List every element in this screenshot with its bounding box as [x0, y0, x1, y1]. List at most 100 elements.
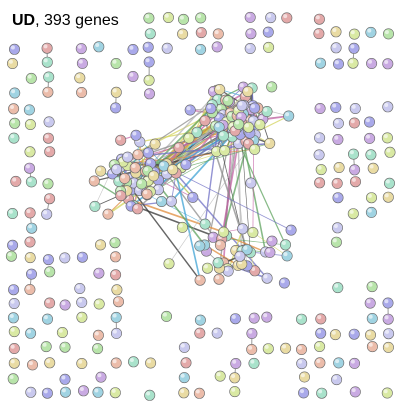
node-highlight: [61, 301, 66, 306]
node: [348, 42, 360, 54]
node-highlight: [78, 313, 83, 318]
node-highlight: [249, 228, 254, 233]
node: [195, 12, 207, 24]
node: [331, 177, 343, 189]
node-highlight: [368, 314, 373, 319]
node-highlight: [117, 136, 122, 141]
node-highlight: [214, 259, 219, 263]
node: [315, 313, 327, 325]
node: [187, 191, 199, 203]
node-highlight: [331, 330, 336, 335]
node: [136, 178, 148, 190]
node: [246, 343, 258, 355]
figure-title: UD, 393 genes: [12, 12, 119, 30]
node: [59, 252, 71, 264]
node: [316, 387, 328, 399]
node-highlight: [150, 172, 154, 177]
node-highlight: [349, 209, 354, 214]
node: [161, 42, 173, 54]
node: [173, 142, 185, 154]
node: [365, 206, 377, 218]
node: [314, 57, 326, 69]
node: [142, 41, 154, 53]
node-highlight: [28, 224, 33, 229]
node: [332, 117, 344, 129]
node-highlight: [282, 344, 286, 349]
node-highlight: [175, 143, 180, 148]
node: [111, 163, 123, 175]
node-highlight: [10, 105, 14, 109]
node-highlight: [26, 209, 31, 214]
node: [10, 175, 22, 187]
node: [110, 86, 122, 98]
node-highlight: [315, 151, 320, 156]
node-highlight: [250, 314, 255, 319]
node: [183, 132, 195, 144]
node-highlight: [46, 359, 51, 363]
node-highlight: [90, 177, 95, 182]
node-highlight: [251, 267, 256, 271]
node-highlight: [61, 388, 66, 393]
node: [237, 223, 249, 235]
node-highlight: [78, 59, 83, 64]
node-highlight: [207, 104, 212, 109]
node-highlight: [203, 264, 208, 269]
node-highlight: [96, 241, 101, 246]
node: [8, 297, 20, 309]
node-highlight: [27, 270, 32, 275]
node: [59, 299, 71, 311]
node-highlight: [384, 315, 389, 320]
node: [295, 313, 307, 325]
node: [205, 103, 217, 115]
node: [314, 177, 326, 189]
node-highlight: [147, 159, 151, 164]
node: [347, 57, 359, 69]
node-highlight: [367, 151, 372, 155]
node-highlight: [316, 179, 320, 183]
node: [144, 88, 156, 100]
node: [348, 328, 360, 340]
node-highlight: [182, 359, 187, 363]
node-highlight: [112, 359, 117, 364]
node: [331, 374, 343, 386]
node: [76, 357, 88, 369]
node: [229, 372, 241, 384]
node: [56, 326, 68, 338]
node: [222, 95, 234, 107]
node: [95, 239, 107, 251]
node-highlight: [112, 329, 117, 334]
node-highlight: [27, 178, 32, 183]
node-highlight: [94, 331, 99, 336]
node: [43, 116, 55, 128]
node: [180, 159, 192, 171]
node: [93, 267, 105, 279]
node: [248, 357, 260, 369]
node-highlight: [368, 59, 372, 64]
node: [8, 342, 20, 354]
node: [128, 356, 140, 368]
node: [24, 119, 36, 131]
node-highlight: [214, 30, 219, 35]
node: [314, 103, 326, 115]
node-highlight: [297, 345, 302, 350]
node-highlight: [350, 30, 355, 35]
node-highlight: [26, 285, 31, 290]
node-highlight: [316, 104, 321, 109]
node: [95, 371, 107, 383]
node-highlight: [197, 45, 201, 50]
node-highlight: [163, 44, 168, 49]
node-highlight: [239, 83, 244, 88]
node-highlight: [129, 358, 134, 362]
node-highlight: [27, 74, 32, 79]
node: [329, 329, 341, 341]
node-highlight: [238, 101, 243, 106]
node-highlight: [112, 313, 117, 318]
node: [382, 191, 394, 203]
node-highlight: [117, 191, 122, 196]
node: [25, 327, 37, 339]
node: [194, 314, 206, 326]
node-highlight: [384, 30, 389, 35]
node: [25, 268, 37, 280]
node-highlight: [8, 209, 13, 214]
